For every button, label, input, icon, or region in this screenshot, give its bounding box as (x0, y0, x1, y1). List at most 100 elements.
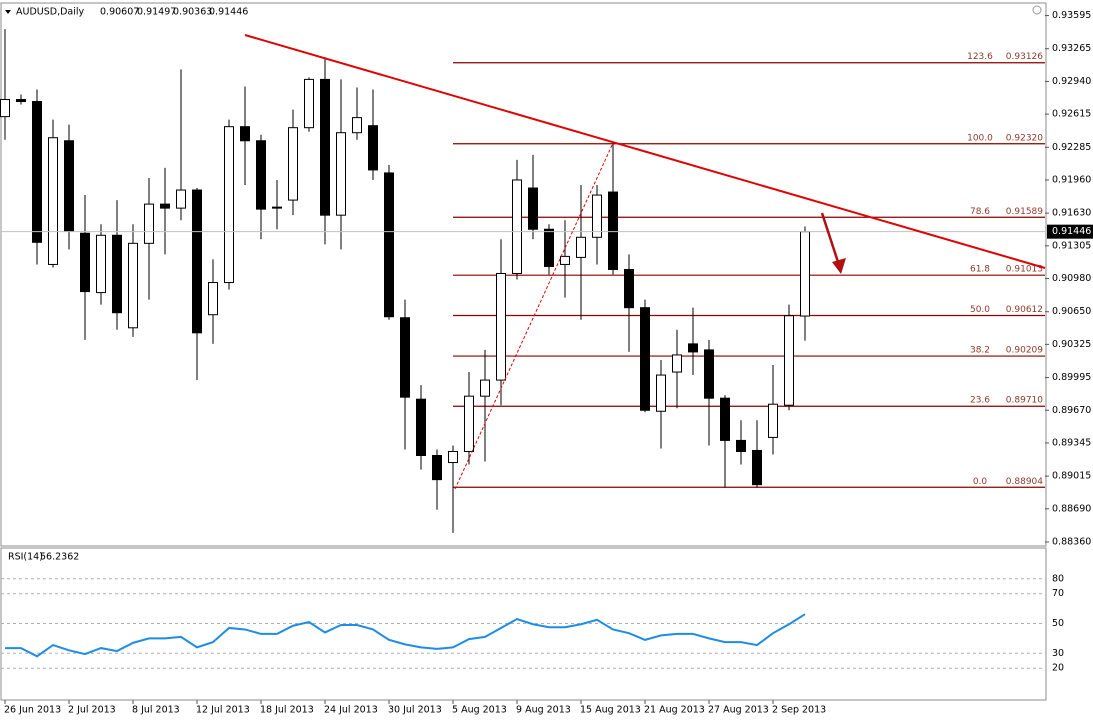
y-tick-label: 0.92940 (1052, 76, 1091, 87)
candle-body (144, 203, 154, 244)
arrow-head (832, 258, 846, 274)
candle-body (336, 132, 346, 216)
x-tick-label: 9 Aug 2013 (516, 705, 571, 716)
y-tick-label: 0.89015 (1052, 471, 1091, 482)
fib-anchor-line (454, 142, 614, 490)
fib-price-label: 0.92320 (1006, 133, 1043, 143)
x-tick-label: 2 Jul 2013 (68, 705, 116, 716)
arrow-shaft (820, 212, 840, 263)
y-tick-label: 70 (1052, 588, 1064, 599)
candle-body (176, 189, 186, 209)
y-tick-label: 0.89995 (1052, 372, 1091, 383)
candle-body (448, 450, 458, 464)
y-tick-label: 0.92285 (1052, 142, 1091, 153)
menu-triangle[interactable] (5, 10, 11, 14)
fib-level-label: 38.2 (970, 346, 990, 356)
marks: 0.93595 0.93265 0.92940 0.92615 0.92285 0.919… (0, 10, 1093, 716)
x-tick-label: 2 Sep 2013 (772, 705, 826, 716)
y-tick-label: 0.89345 (1052, 437, 1091, 448)
candle-body (784, 315, 794, 406)
candle-body (544, 228, 554, 267)
candle-body (592, 194, 602, 238)
candle-body (224, 126, 234, 284)
y-tick-label: 0.93595 (1052, 10, 1091, 21)
rsi-value: 56.2362 (40, 552, 79, 563)
candle-body (576, 236, 586, 258)
header-high: 0.91497 (137, 7, 176, 18)
candle-body (288, 127, 298, 201)
candle-body (608, 191, 618, 270)
candle-body (256, 140, 266, 210)
header-close: 0.91446 (209, 7, 248, 18)
candle-body (208, 282, 218, 316)
x-tick-label: 26 Jun 2013 (4, 705, 61, 716)
candle-body (752, 449, 762, 486)
x-tick-label: 15 Aug 2013 (580, 705, 641, 716)
fib-price-label: 0.90612 (1006, 305, 1043, 315)
candle-body (720, 397, 730, 441)
y-tick-label: 0.88690 (1052, 503, 1091, 514)
x-tick-label: 30 Jul 2013 (388, 705, 442, 716)
candle-body (368, 125, 378, 171)
y-tick-label: 0.91305 (1052, 240, 1091, 251)
candle-body (0, 99, 10, 118)
header-open: 0.90607 (100, 7, 139, 18)
candle-body (192, 189, 202, 334)
header-low: 0.90363 (173, 7, 212, 18)
fib-price-label: 0.91013 (1006, 265, 1043, 275)
candle-body (352, 117, 362, 134)
fib-level-label: 123.6 (967, 52, 993, 62)
candle-body (640, 307, 650, 411)
candle-body (64, 140, 74, 232)
fib-level-label: 78.6 (970, 207, 990, 217)
y-tick-label: 80 (1052, 573, 1064, 584)
y-tick-label: 50 (1052, 618, 1064, 629)
x-tick-label: 18 Jul 2013 (260, 705, 314, 716)
candle-body (672, 354, 682, 373)
candle-body (496, 272, 506, 381)
fib-level-label: 50.0 (970, 305, 990, 315)
symbol-title: AUDUSD,Daily (16, 7, 85, 18)
candle-body (432, 455, 442, 481)
candle-body (624, 268, 634, 309)
candle-body (160, 203, 170, 209)
fib-price-label: 0.91589 (1006, 207, 1043, 217)
candle-body (112, 234, 122, 314)
candle-body (656, 374, 666, 412)
candle-body (704, 349, 714, 399)
candle-body (16, 99, 26, 103)
price-panel (0, 2, 1047, 547)
fib-price-label: 0.89710 (1006, 396, 1043, 406)
y-tick-label: 20 (1052, 663, 1064, 674)
trend-line (244, 34, 1046, 269)
rsi-title: RSI(14) (8, 552, 43, 563)
y-tick-label: 0.90325 (1052, 339, 1091, 350)
candle-body (80, 232, 90, 293)
candle-body (320, 78, 330, 216)
fib-level-label: 0.0 (973, 477, 988, 487)
candle-body (96, 234, 106, 294)
x-tick-label: 27 Aug 2013 (708, 705, 769, 716)
y-tick-label: 0.91630 (1052, 208, 1091, 219)
rsi-line (5, 613, 806, 658)
candle-body (400, 317, 410, 398)
candle-body (272, 206, 282, 209)
x-tick-label: 5 Aug 2013 (452, 705, 507, 716)
current-price-label: 0.91446 (1052, 226, 1091, 237)
candle-body (416, 398, 426, 457)
candle-body (384, 172, 394, 318)
candle-body (688, 343, 698, 353)
candle-body (128, 242, 138, 329)
y-tick-label: 0.93265 (1052, 43, 1091, 54)
candle-body (48, 137, 58, 265)
candle-body (480, 379, 490, 397)
y-tick-label: 0.88360 (1052, 536, 1091, 547)
x-tick-label: 12 Jul 2013 (196, 705, 250, 716)
fib-price-label: 0.90209 (1006, 346, 1043, 356)
fib-price-label: 0.93126 (1006, 52, 1043, 62)
y-tick-label: 0.91960 (1052, 174, 1091, 185)
x-tick-label: 21 Aug 2013 (644, 705, 705, 716)
window-icon[interactable] (1032, 5, 1042, 15)
y-tick-label: 0.90980 (1052, 273, 1091, 284)
